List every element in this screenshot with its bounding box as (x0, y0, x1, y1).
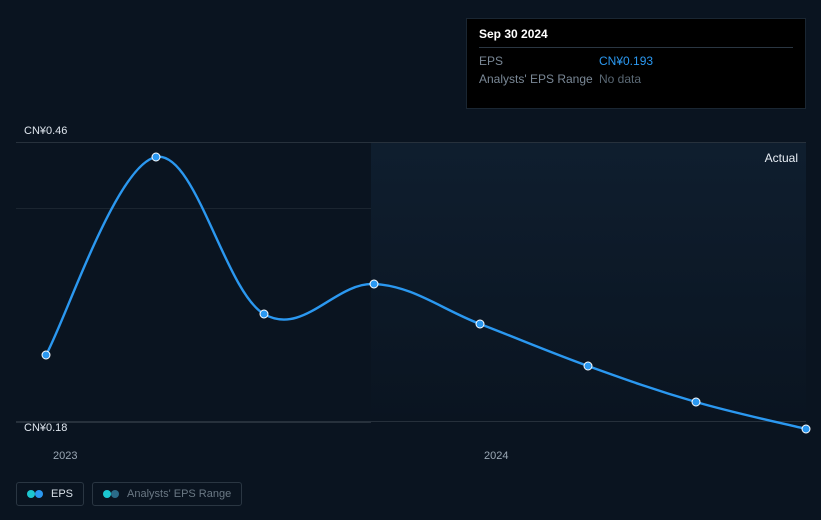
eps-line (46, 157, 806, 429)
data-point[interactable] (802, 425, 810, 433)
data-point[interactable] (584, 362, 592, 370)
chart-tooltip: Sep 30 2024 EPS CN¥0.193 Analysts' EPS R… (466, 18, 806, 109)
legend-swatch-icon (103, 490, 119, 498)
legend-swatch-icon (27, 490, 43, 498)
legend-label: Analysts' EPS Range (127, 488, 231, 500)
y-axis-top-label: CN¥0.46 (24, 125, 67, 137)
data-point[interactable] (692, 398, 700, 406)
data-point[interactable] (476, 320, 484, 328)
tooltip-value: CN¥0.193 (599, 54, 653, 68)
data-point[interactable] (42, 351, 50, 359)
legend-label: EPS (51, 488, 73, 500)
tooltip-row: Analysts' EPS Range No data (479, 70, 793, 88)
eps-chart[interactable]: CN¥0.46 CN¥0.18 Actual 20232024 (16, 142, 806, 442)
tooltip-row: EPS CN¥0.193 (479, 52, 793, 70)
tooltip-value: No data (599, 72, 641, 86)
chart-legend: EPS Analysts' EPS Range (16, 482, 242, 506)
x-axis-label: 2023 (53, 450, 77, 462)
tooltip-label: Analysts' EPS Range (479, 72, 599, 86)
tooltip-date: Sep 30 2024 (479, 27, 793, 48)
x-axis-label: 2024 (484, 450, 508, 462)
chart-svg (16, 142, 806, 437)
legend-item[interactable]: Analysts' EPS Range (92, 482, 242, 506)
data-point[interactable] (370, 280, 378, 288)
data-point[interactable] (260, 310, 268, 318)
legend-item[interactable]: EPS (16, 482, 84, 506)
data-point[interactable] (152, 153, 160, 161)
tooltip-label: EPS (479, 54, 599, 68)
